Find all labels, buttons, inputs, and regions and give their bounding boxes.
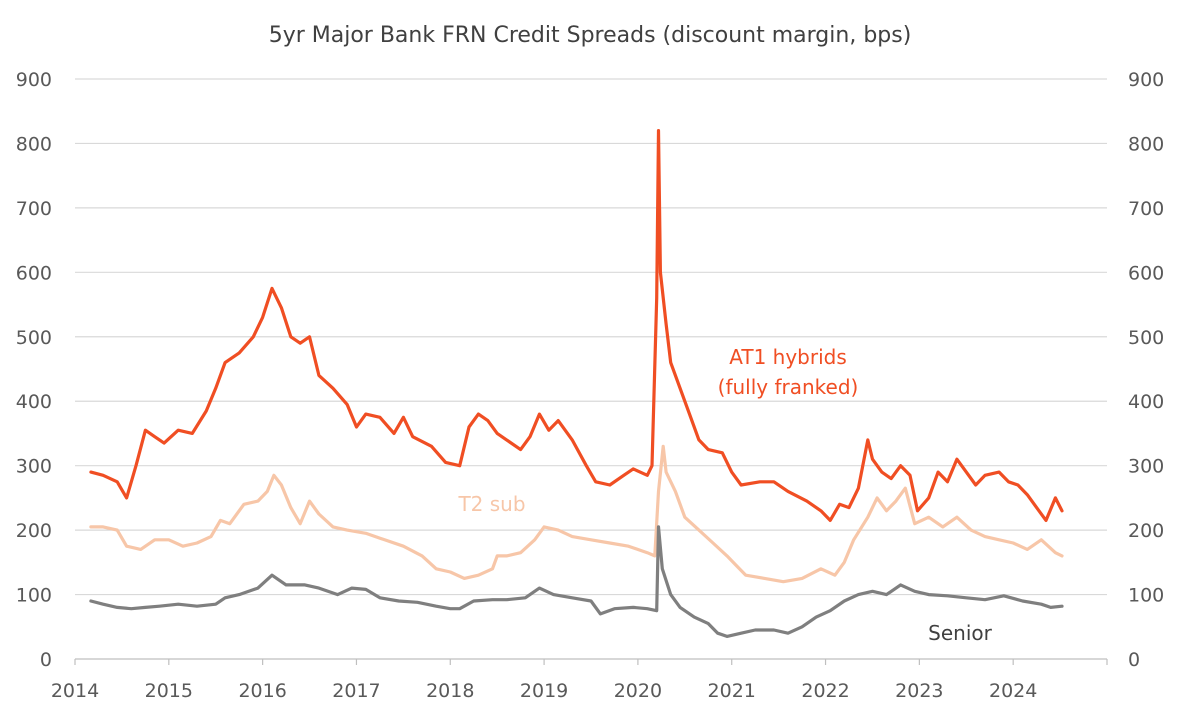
gridlines xyxy=(75,78,1107,596)
y-tick-label-right: 800 xyxy=(1128,133,1164,155)
x-axis: 2014 2015 2016 2017 2018 2019 2020 2021 2022 2023… xyxy=(51,658,1108,702)
y-tick-label-right: 700 xyxy=(1128,198,1164,220)
y-tick-label-right: 900 xyxy=(1128,69,1164,91)
series-lines xyxy=(89,129,1064,638)
at1-series-label-line2: (fully franked) xyxy=(718,375,859,399)
y-tick-label-left: 800 xyxy=(16,133,52,155)
t2-series-label: T2 sub xyxy=(457,492,525,516)
y-tick-label-left: 400 xyxy=(16,391,52,413)
y-tick-label-left: 900 xyxy=(16,69,52,91)
x-tick-label: 2020 xyxy=(614,680,662,702)
series-labels: AT1 hybrids (fully franked) T2 sub Senior xyxy=(457,345,992,645)
at1-series-label: AT1 hybrids xyxy=(729,345,847,369)
y-tick-label-left: 300 xyxy=(16,456,52,478)
senior-series-label: Senior xyxy=(928,621,992,645)
y-tick-label-left: 700 xyxy=(16,198,52,220)
x-tick-label: 2022 xyxy=(801,680,849,702)
x-tick-label: 2014 xyxy=(51,680,99,702)
y-tick-label-right: 100 xyxy=(1128,585,1164,607)
at1-hybrids-line xyxy=(89,129,1064,522)
y-tick-label-right: 200 xyxy=(1128,520,1164,542)
y-tick-label-left: 200 xyxy=(16,520,52,542)
x-tick-label: 2023 xyxy=(895,680,943,702)
x-tick-label: 2015 xyxy=(145,680,193,702)
right-y-axis: 0 100 200 300 400 500 600 700 800 900 xyxy=(1128,69,1164,671)
left-y-axis: 0 100 200 300 400 500 600 700 800 900 xyxy=(16,69,52,671)
y-tick-label-left: 600 xyxy=(16,262,52,284)
x-tick-label: 2019 xyxy=(520,680,568,702)
y-tick-label-left: 0 xyxy=(40,649,52,671)
t2-sub-line xyxy=(89,444,1064,584)
y-tick-label-left: 500 xyxy=(16,327,52,349)
y-tick-label-right: 300 xyxy=(1128,456,1164,478)
y-tick-label-right: 0 xyxy=(1128,649,1140,671)
y-tick-label-right: 400 xyxy=(1128,391,1164,413)
y-tick-label-left: 100 xyxy=(16,585,52,607)
x-tick-label: 2016 xyxy=(238,680,286,702)
x-tick-label: 2024 xyxy=(989,680,1037,702)
x-tick-label: 2017 xyxy=(332,680,380,702)
senior-line xyxy=(89,525,1064,638)
y-tick-label-right: 600 xyxy=(1128,262,1164,284)
chart-title: 5yr Major Bank FRN Credit Spreads (disco… xyxy=(269,23,912,48)
x-tick-label: 2018 xyxy=(426,680,474,702)
x-tick-label: 2021 xyxy=(708,680,756,702)
y-tick-label-right: 500 xyxy=(1128,327,1164,349)
